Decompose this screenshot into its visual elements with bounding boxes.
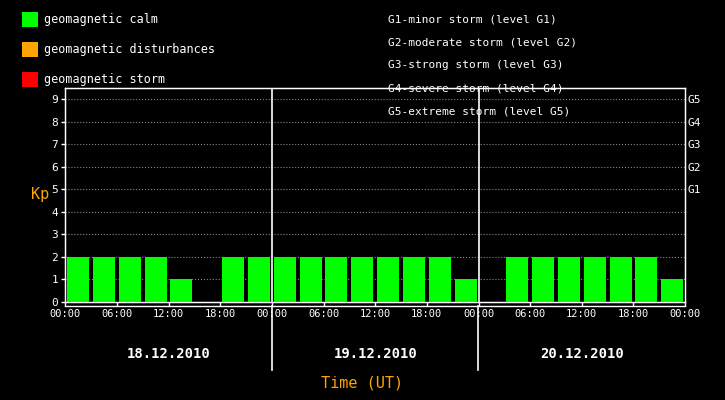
Bar: [93, 257, 115, 302]
Bar: [119, 257, 141, 302]
Bar: [455, 280, 476, 302]
Bar: [428, 257, 451, 302]
Text: Time (UT): Time (UT): [321, 375, 404, 390]
Bar: [145, 257, 167, 302]
Bar: [248, 257, 270, 302]
Text: G1-minor storm (level G1): G1-minor storm (level G1): [388, 14, 557, 24]
Text: G3-strong storm (level G3): G3-strong storm (level G3): [388, 60, 563, 70]
Bar: [532, 257, 554, 302]
Text: geomagnetic calm: geomagnetic calm: [44, 13, 157, 26]
Text: G4-severe storm (level G4): G4-severe storm (level G4): [388, 84, 563, 94]
Text: 19.12.2010: 19.12.2010: [334, 347, 417, 361]
Y-axis label: Kp: Kp: [31, 188, 49, 202]
Bar: [610, 257, 631, 302]
Text: 20.12.2010: 20.12.2010: [540, 347, 624, 361]
Bar: [352, 257, 373, 302]
Bar: [661, 280, 683, 302]
Text: geomagnetic disturbances: geomagnetic disturbances: [44, 43, 215, 56]
Bar: [222, 257, 244, 302]
Text: G5-extreme storm (level G5): G5-extreme storm (level G5): [388, 107, 570, 117]
Bar: [67, 257, 89, 302]
Bar: [377, 257, 399, 302]
Bar: [506, 257, 529, 302]
Bar: [635, 257, 658, 302]
Bar: [170, 280, 192, 302]
Bar: [274, 257, 296, 302]
Bar: [403, 257, 425, 302]
Text: G2-moderate storm (level G2): G2-moderate storm (level G2): [388, 37, 577, 47]
Bar: [326, 257, 347, 302]
Bar: [299, 257, 322, 302]
Text: 18.12.2010: 18.12.2010: [127, 347, 210, 361]
Text: geomagnetic storm: geomagnetic storm: [44, 73, 165, 86]
Bar: [558, 257, 580, 302]
Bar: [584, 257, 605, 302]
